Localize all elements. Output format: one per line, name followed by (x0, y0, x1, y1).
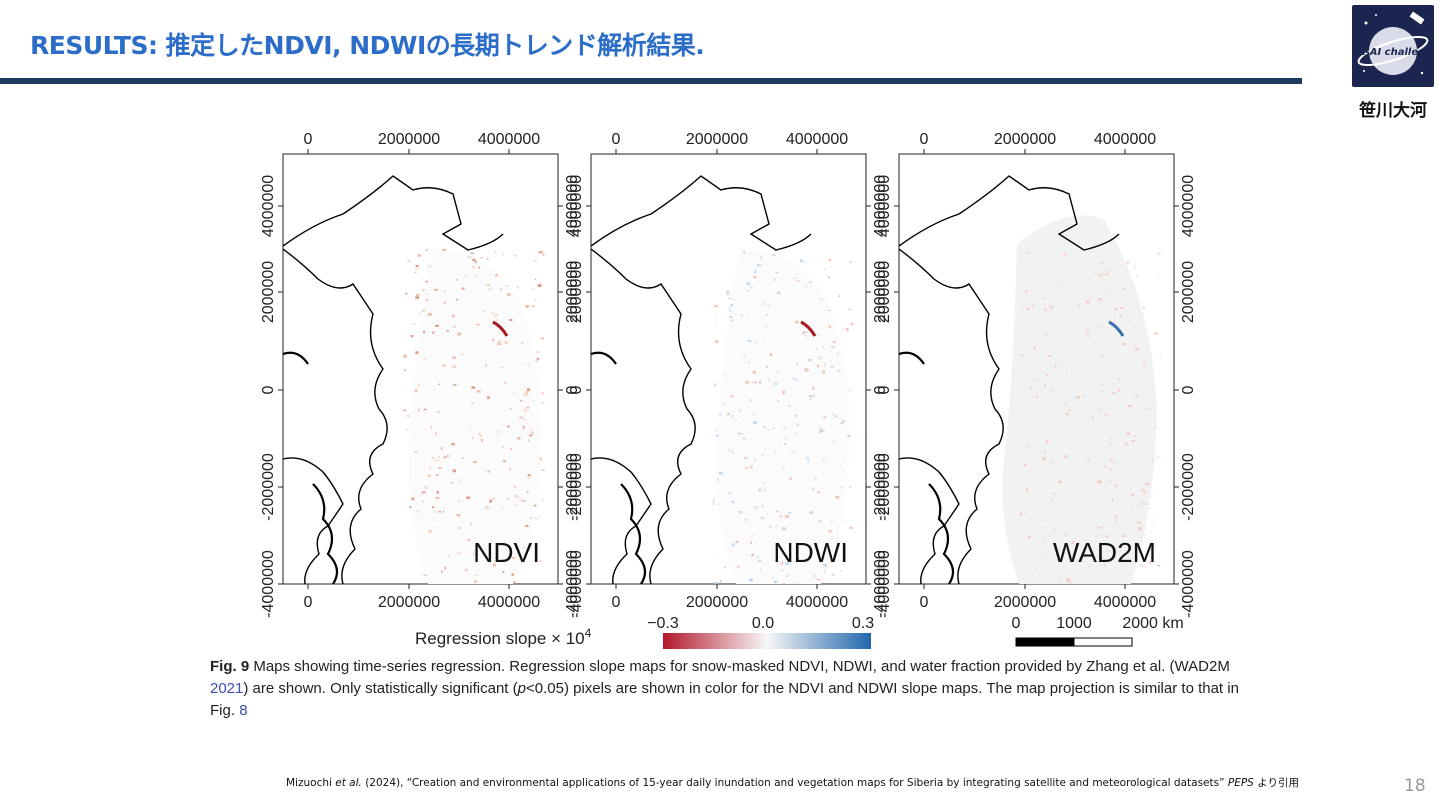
panel-label-ndvi: NDVI (473, 537, 540, 568)
y-tick-label-right: 2000000 (1180, 261, 1197, 323)
x-tick-label-bottom: 2000000 (686, 594, 748, 611)
caption-ref-fig8[interactable]: 8 (239, 702, 248, 719)
x-tick-label-top: 4000000 (478, 131, 540, 148)
title-divider (0, 78, 1302, 84)
colorbar-min-label: −0.3 (647, 615, 679, 632)
scalebar-white-segment (1073, 637, 1133, 647)
logo-text: Sat-AI challenge (1352, 47, 1434, 58)
y-tick-label-right: 0 (1180, 385, 1197, 394)
page-number: 18 (1404, 776, 1426, 796)
x-tick-label-bottom: 0 (304, 594, 313, 611)
y-tick-label-left: -4000000 (260, 550, 277, 618)
colorbar-exponent: 4 (585, 626, 592, 640)
y-tick-label-right: -2000000 (1180, 453, 1197, 521)
caption-text-1: Maps showing time-series regression. Reg… (249, 658, 1230, 675)
y-tick-label-left: 4000000 (568, 175, 585, 237)
map-panel-ndwi: NDWI 0 0 2000000 2000000 4000000 4000000 400000… (568, 131, 889, 618)
x-tick-label-top: 0 (612, 131, 621, 148)
y-tick-label-left: -4000000 (568, 550, 585, 618)
colorbar-title: Regression slope × 10 (415, 629, 585, 648)
panel-label-ndwi: NDWI (773, 537, 848, 568)
y-tick-label-left: 2000000 (260, 261, 277, 323)
colorbar-mid-label: 0.0 (752, 615, 774, 632)
y-tick-label-right: 4000000 (564, 175, 581, 237)
x-tick-label-top: 0 (304, 131, 313, 148)
slide-title: RESULTS: 推定したNDVI, NDWIの長期トレンド解析結果. (30, 31, 705, 60)
x-tick-label-top: 2000000 (378, 131, 440, 148)
x-tick-label-top: 4000000 (1094, 131, 1156, 148)
y-tick-label-left: 4000000 (876, 175, 893, 237)
citation-etal: et al. (335, 777, 362, 789)
y-tick-label-right: 0 (872, 385, 889, 394)
citation: Mizuochi et al. (2024), “Creation and en… (286, 775, 1299, 790)
caption-fig-label: Fig. 9 (210, 658, 250, 675)
citation-journal: PEPS (1227, 777, 1254, 789)
y-tick-label-right: -4000000 (564, 550, 581, 618)
y-tick-label-left: 0 (568, 385, 585, 394)
citation-authors: Mizuochi (286, 777, 336, 789)
scalebar-tick-2: 2000 km (1122, 615, 1183, 632)
y-tick-label-left: 2000000 (876, 261, 893, 323)
citation-suffix: より引用 (1253, 777, 1299, 789)
x-tick-label-bottom: 0 (920, 594, 929, 611)
y-tick-label-right: -4000000 (872, 550, 889, 618)
map-panel-wad2m: WAD2M 0 0 2000000 2000000 4000000 4000000 40000… (876, 131, 1197, 618)
figure-caption: Fig. 9 Maps showing time-series regressi… (210, 656, 1250, 722)
caption-p-variable: p (517, 680, 526, 697)
y-tick-label-left: 0 (260, 385, 277, 394)
y-tick-label-left: -2000000 (568, 453, 585, 521)
y-tick-label-right: 2000000 (872, 261, 889, 323)
caption-text-3: <0.05) pixels are shown in color for the… (210, 680, 1239, 719)
caption-text-2: ) are shown. Only statistically signific… (243, 680, 518, 697)
x-tick-label-bottom: 2000000 (994, 594, 1056, 611)
y-tick-label-left: -2000000 (876, 453, 893, 521)
y-tick-label-left: 0 (876, 385, 893, 394)
scalebar-tick-1: 1000 (1056, 615, 1092, 632)
x-tick-label-bottom: 2000000 (378, 594, 440, 611)
map-panel-ndvi: NDVI 0 0 2000000 2000000 4000000 4000000 400000… (260, 131, 581, 618)
x-tick-label-top: 0 (920, 131, 929, 148)
y-tick-label-right: 4000000 (872, 175, 889, 237)
regression-figure: NDVI 0 0 2000000 2000000 4000000 4000000 400000… (255, 118, 1215, 657)
sat-ai-challenge-logo: Sat-AI challenge (1347, 5, 1439, 87)
x-tick-label-bottom: 4000000 (1094, 594, 1156, 611)
y-tick-label-right: 0 (564, 385, 581, 394)
x-tick-label-bottom: 0 (612, 594, 621, 611)
scalebar-black-segment (1015, 637, 1075, 647)
y-tick-label-left: -4000000 (876, 550, 893, 618)
panel-label-wad2m: WAD2M (1053, 537, 1156, 568)
x-tick-label-top: 4000000 (786, 131, 848, 148)
colorbar (663, 633, 871, 649)
svg-text:Regression slope × 104: Regression slope × 104 (415, 626, 592, 648)
x-tick-label-top: 2000000 (994, 131, 1056, 148)
y-tick-label-right: -2000000 (872, 453, 889, 521)
y-tick-label-right: -4000000 (1180, 550, 1197, 618)
colorbar-max-label: 0.3 (852, 615, 874, 632)
caption-ref-2021[interactable]: 2021 (210, 680, 244, 697)
y-tick-label-right: 4000000 (1180, 175, 1197, 237)
x-tick-label-bottom: 4000000 (478, 594, 540, 611)
y-tick-label-right: -2000000 (564, 453, 581, 521)
y-tick-label-left: 2000000 (568, 261, 585, 323)
x-tick-label-top: 2000000 (686, 131, 748, 148)
x-tick-label-bottom: 4000000 (786, 594, 848, 611)
scalebar-tick-0: 0 (1012, 615, 1021, 632)
y-tick-label-right: 2000000 (564, 261, 581, 323)
author-name: 笹川大河 (1359, 101, 1427, 121)
y-tick-label-left: -2000000 (260, 453, 277, 521)
citation-text: (2024), “Creation and environmental appl… (361, 777, 1225, 789)
y-tick-label-left: 4000000 (260, 175, 277, 237)
